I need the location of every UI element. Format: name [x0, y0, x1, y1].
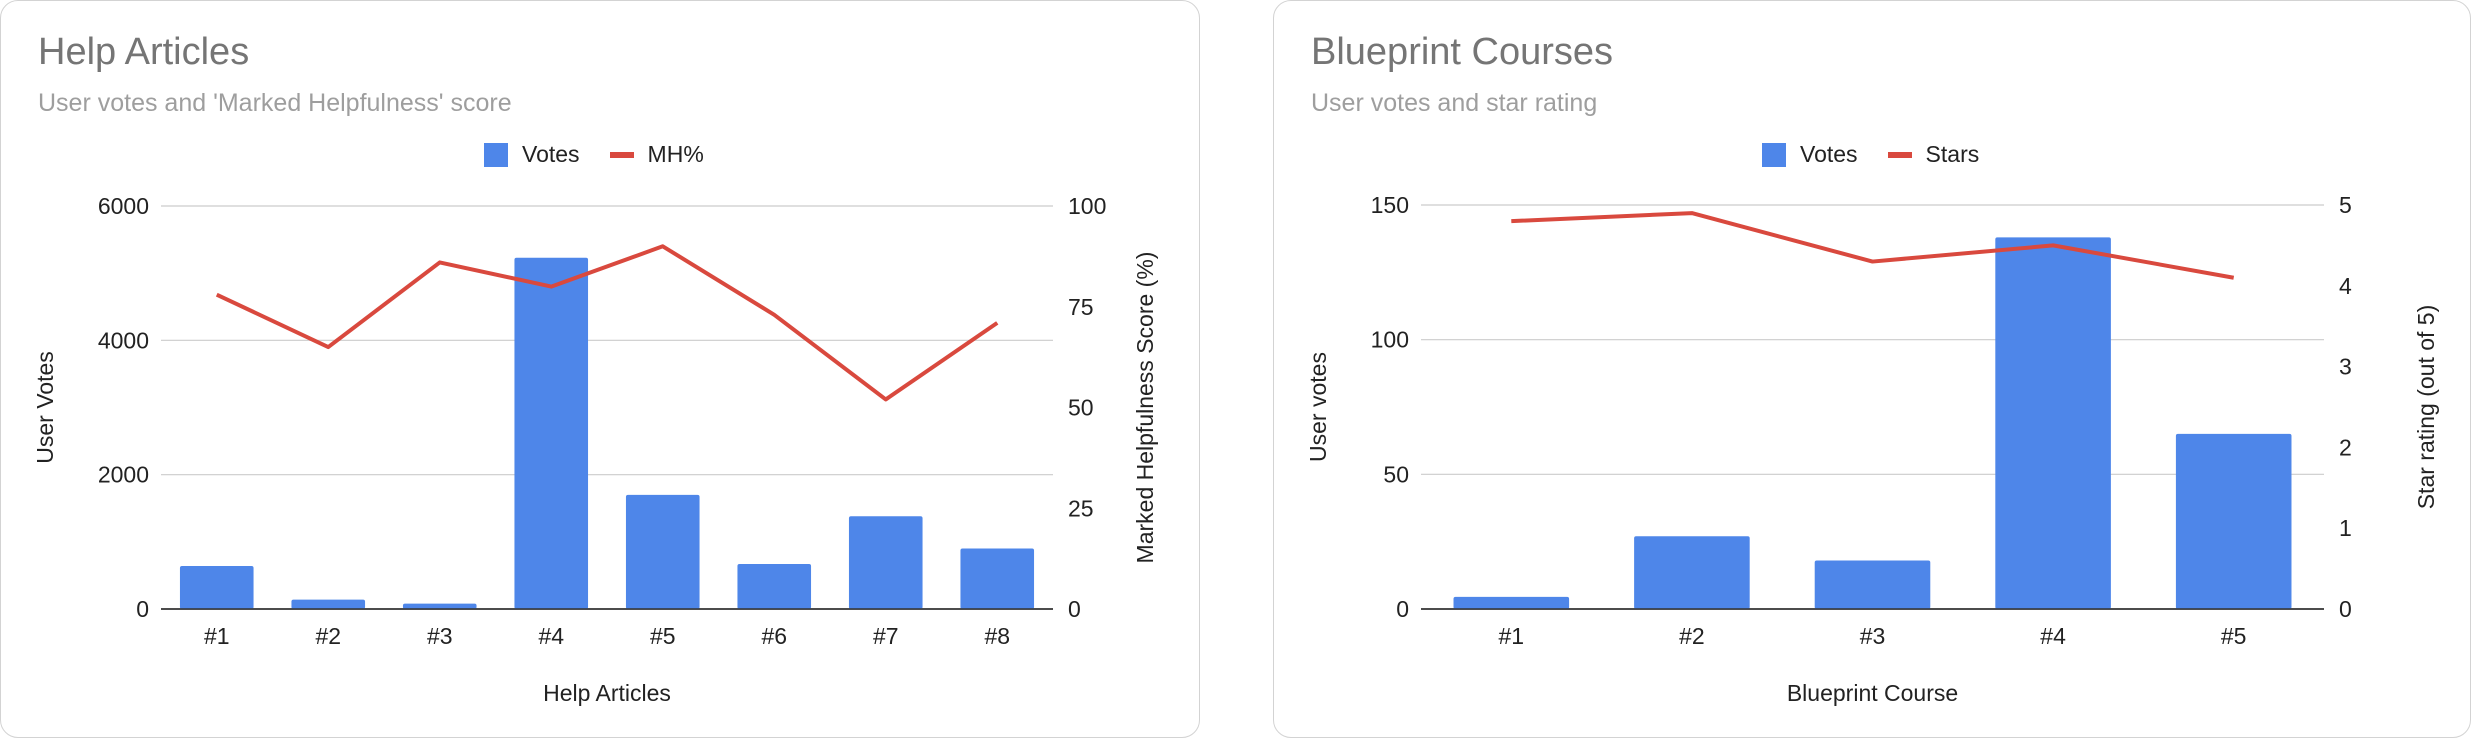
line-series-Stars [1511, 211, 2235, 280]
y-right-tick-label: 25 [1068, 495, 1094, 521]
chart-legend: Votes MH% [484, 141, 704, 168]
x-axis-title: Blueprint Course [1787, 680, 1958, 706]
help-articles-plot: 0 2000 4000 6000 0 25 50 75 100 #1 #2 #3 #4 #5 #6 #7 #8 H… [32, 193, 1158, 706]
y-right-tick-label: 75 [1068, 294, 1094, 320]
y-right-tick-label: 0 [1068, 596, 1081, 622]
x-tick-label: #8 [984, 623, 1010, 649]
bar-votes [625, 494, 700, 609]
x-tick-label: #1 [1499, 623, 1525, 649]
chart-legend: Votes Stars [1762, 141, 1979, 168]
x-tick-label: #2 [315, 623, 341, 649]
y-right-tick-label: 5 [2339, 192, 2352, 218]
x-axis-title: Help Articles [543, 680, 671, 706]
bar-votes [848, 516, 923, 609]
legend-votes-swatch [484, 142, 508, 167]
x-tick-label: #5 [2221, 623, 2247, 649]
y-left-tick-label: 6000 [98, 193, 149, 219]
help-articles-card: Help Articles User votes and 'Marked Hel… [0, 0, 1200, 738]
x-tick-label: #5 [650, 623, 676, 649]
y-left-axis-title: User votes [1305, 352, 1331, 462]
x-tick-label: #6 [761, 623, 787, 649]
bar-votes [402, 603, 477, 609]
bar-votes [179, 566, 254, 609]
blueprint-courses-plot: 0 50 100 150 0 1 2 3 4 5 #1 #2 #3 #4 #5 Blueprint Cours… [1305, 192, 2439, 706]
legend-votes-label: Votes [1800, 141, 1858, 167]
bar-votes [2175, 433, 2292, 609]
legend-votes-swatch [1762, 142, 1786, 167]
bar-votes [960, 548, 1035, 609]
legend-mh-swatch [609, 151, 634, 158]
y-right-axis-title: Marked Helpfulness Score (%) [1132, 252, 1158, 564]
bar-votes [1995, 237, 2111, 609]
y-left-tick-label: 0 [1396, 596, 1409, 622]
x-tick-label: #4 [2040, 623, 2066, 649]
x-tick-label: #4 [538, 623, 564, 649]
line-series-MH% [215, 244, 999, 402]
y-left-tick-label: 50 [1383, 461, 1409, 487]
y-right-tick-label: 50 [1068, 395, 1094, 421]
legend-stars-swatch [1887, 151, 1912, 158]
y-right-axis-title: Star rating (out of 5) [2413, 305, 2439, 510]
x-tick-label: #7 [873, 623, 899, 649]
bar-votes [1634, 536, 1750, 609]
y-right-tick-label: 4 [2339, 273, 2352, 299]
legend-stars-label: Stars [1925, 141, 1980, 167]
y-right-tick-label: 3 [2339, 354, 2352, 380]
chart-subtitle: User votes and star rating [1311, 89, 1598, 117]
chart-subtitle: User votes and 'Marked Helpfulness' scor… [38, 89, 512, 117]
y-right-tick-label: 0 [2339, 596, 2352, 622]
legend-mh-label: MH% [647, 141, 704, 167]
x-tick-label: #3 [427, 623, 453, 649]
y-left-tick-label: 2000 [98, 462, 149, 488]
chart-title: Help Articles [38, 31, 250, 73]
bar-votes [1814, 560, 1931, 609]
y-left-tick-label: 150 [1371, 192, 1409, 218]
x-tick-label: #3 [1860, 623, 1886, 649]
y-left-tick-label: 0 [136, 596, 149, 622]
y-right-tick-label: 1 [2339, 515, 2352, 541]
y-left-tick-label: 4000 [98, 327, 149, 353]
bar-votes [291, 599, 366, 609]
legend-votes-label: Votes [522, 141, 580, 167]
y-left-axis-title: User Votes [32, 351, 58, 464]
bar-votes [737, 563, 812, 609]
x-tick-label: #1 [204, 623, 230, 649]
y-right-tick-label: 100 [1068, 193, 1106, 219]
y-right-tick-label: 2 [2339, 434, 2352, 460]
x-tick-label: #2 [1679, 623, 1705, 649]
bar-votes [514, 257, 589, 609]
bar-votes [1453, 596, 1570, 609]
chart-title: Blueprint Courses [1311, 31, 1614, 73]
blueprint-courses-card: Blueprint Courses User votes and star ra… [1273, 0, 2471, 738]
y-left-tick-label: 100 [1371, 327, 1409, 353]
